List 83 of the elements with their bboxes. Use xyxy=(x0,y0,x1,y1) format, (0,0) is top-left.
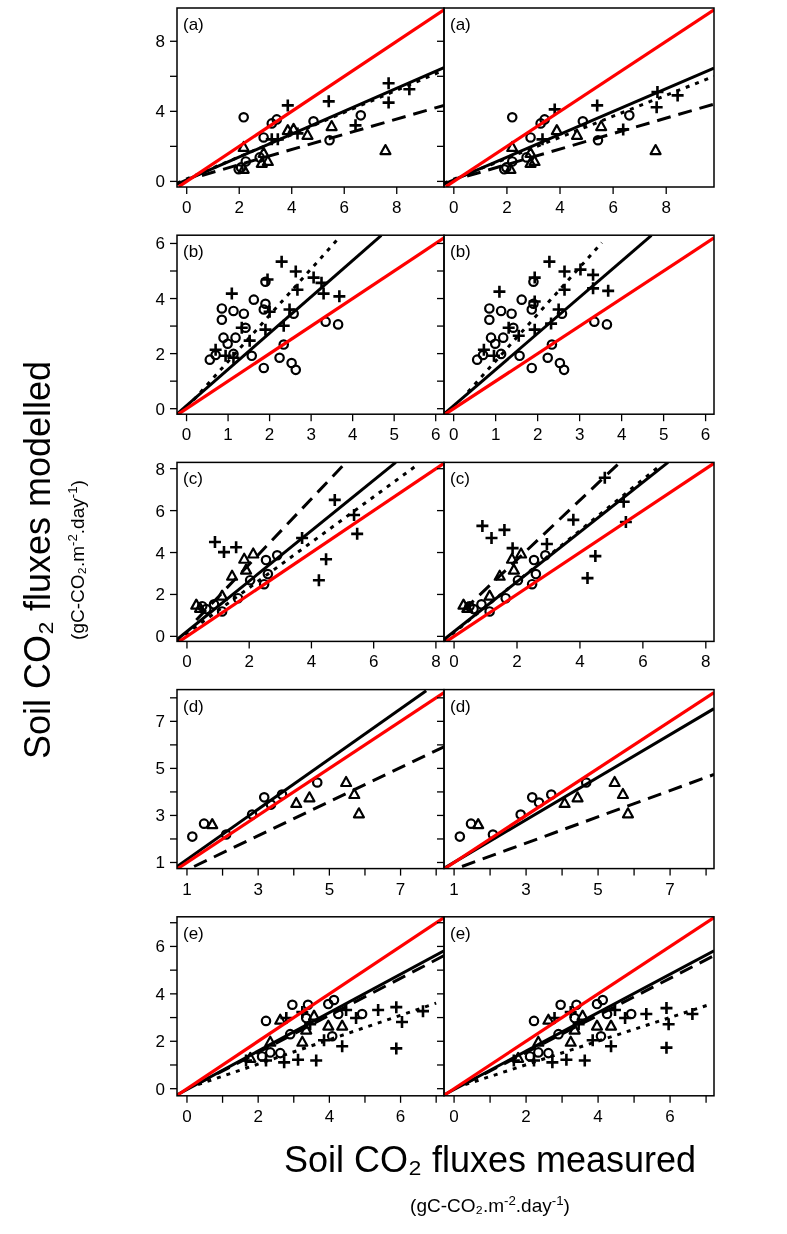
annotation: (d) xyxy=(183,696,204,716)
x-tick-label: 3 xyxy=(521,879,531,899)
x-tick-label: 8 xyxy=(701,652,711,672)
x-tick-label: 4 xyxy=(306,652,317,672)
x-tick-label: 1 xyxy=(449,879,459,899)
x-tick-label: 8 xyxy=(431,652,441,672)
x-tick-label: 4 xyxy=(324,1106,335,1126)
x-tick-label: 6 xyxy=(638,652,648,672)
x-tick-label: 6 xyxy=(430,425,441,445)
y-tick-label: 6 xyxy=(155,234,165,254)
y-tick-label: 0 xyxy=(155,627,165,647)
y-tick-label: 4 xyxy=(155,984,165,1004)
y-tick-label: 8 xyxy=(155,32,165,52)
x-tick-label: 4 xyxy=(286,198,297,217)
x-tick-label: 2 xyxy=(253,1106,263,1126)
y-tick-label: 0 xyxy=(155,399,165,419)
x-tick-label: 5 xyxy=(593,879,603,899)
annotation: (a) xyxy=(183,15,204,34)
y-tick-label: 4 xyxy=(155,102,165,122)
x-tick-label: 6 xyxy=(395,1106,406,1126)
x-tick-label: 1 xyxy=(490,425,501,445)
x-axis-title: Soil CO₂ fluxes measured xyxy=(283,1139,697,1180)
x-tick-label: 6 xyxy=(368,652,379,672)
y-tick-label: 0 xyxy=(155,1079,165,1099)
x-tick-label: 7 xyxy=(665,879,675,899)
x-tick-label: 5 xyxy=(658,425,669,445)
x-tick-label: 6 xyxy=(339,198,349,217)
x-tick-label: 7 xyxy=(395,879,406,899)
x-tick-label: 4 xyxy=(555,198,565,217)
x-tick-label: 4 xyxy=(575,652,585,672)
y-tick-label: 2 xyxy=(155,585,165,605)
y-tick-label: 4 xyxy=(155,543,165,563)
y-tick-label: 6 xyxy=(155,501,165,521)
y-tick-label: 3 xyxy=(155,806,165,826)
x-tick-label: 6 xyxy=(665,1106,675,1126)
y-tick-label: 7 xyxy=(155,712,165,732)
x-tick-label: 2 xyxy=(521,1106,531,1126)
x-tick-label: 5 xyxy=(324,879,335,899)
annotation: (c) xyxy=(450,469,470,489)
y-tick-label: 2 xyxy=(155,1032,165,1052)
x-tick-label: 8 xyxy=(392,198,402,217)
y-tick-label: 0 xyxy=(155,172,165,192)
y-tick-label: 4 xyxy=(155,289,165,309)
y-tick-label: 6 xyxy=(155,937,165,957)
annotation: (b) xyxy=(183,242,204,262)
x-tick-label: 0 xyxy=(448,425,459,445)
x-tick-label: 4 xyxy=(616,425,627,445)
y-tick-label: 8 xyxy=(155,459,165,479)
y-tick-label: 5 xyxy=(155,759,165,779)
x-tick-label: 4 xyxy=(347,425,358,445)
x-tick-label: 0 xyxy=(182,1106,192,1126)
y-tick-label: 2 xyxy=(155,344,165,364)
x-tick-label: 3 xyxy=(253,879,263,899)
x-tick-label: 2 xyxy=(244,652,254,672)
x-tick-label: 4 xyxy=(593,1106,603,1126)
x-tick-label: 2 xyxy=(234,198,244,217)
annotation: (c) xyxy=(183,469,203,489)
x-tick-label: 6 xyxy=(608,198,618,217)
x-tick-label: 0 xyxy=(449,652,459,672)
annotation: (a) xyxy=(450,15,471,34)
x-tick-label: 5 xyxy=(389,425,399,445)
x-tick-label: 0 xyxy=(181,425,192,445)
x-tick-label: 6 xyxy=(700,425,711,445)
x-tick-label: 1 xyxy=(223,425,233,445)
x-tick-label: 0 xyxy=(449,198,459,217)
x-tick-label: 0 xyxy=(182,652,192,672)
x-tick-label: 2 xyxy=(264,425,275,445)
annotation: (d) xyxy=(450,696,471,716)
annotation: (e) xyxy=(450,923,471,943)
x-tick-label: 1 xyxy=(182,879,192,899)
x-tick-label: 2 xyxy=(532,425,543,445)
y-tick-label: 1 xyxy=(155,853,165,873)
x-tick-label: 3 xyxy=(306,425,316,445)
x-tick-label: 2 xyxy=(512,652,522,672)
x-tick-label: 8 xyxy=(661,198,671,217)
annotation: (b) xyxy=(450,242,471,262)
x-tick-label: 3 xyxy=(574,425,585,445)
x-tick-label: 2 xyxy=(502,198,512,217)
y-axis-title: Soil CO₂ fluxes modelled xyxy=(17,360,58,760)
x-tick-label: 0 xyxy=(181,198,192,217)
text: (gC-CO₂.m$^{-2}$.day$^{-1}$) xyxy=(410,1192,570,1216)
annotation: (e) xyxy=(183,923,204,943)
x-tick-label: 0 xyxy=(449,1106,459,1126)
